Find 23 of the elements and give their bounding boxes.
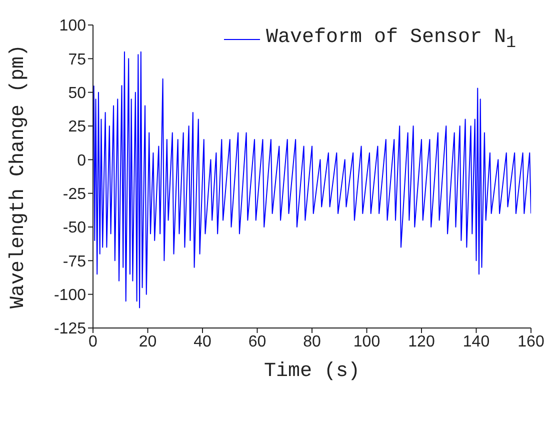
y-tick-label: 25	[68, 118, 86, 136]
x-tick-label: 120	[408, 333, 435, 350]
y-tick-label: -75	[62, 253, 86, 270]
line-series	[93, 51, 531, 308]
x-tick-label: 160	[518, 333, 544, 350]
y-tick-label: -125	[54, 320, 86, 338]
x-tick-label: 100	[353, 333, 380, 350]
y-tick-label: 0	[77, 152, 86, 170]
x-tick-label: 60	[248, 333, 266, 350]
y-axis-title: Wavelength Change (pm)	[7, 44, 30, 309]
x-tick-label: 140	[462, 333, 490, 350]
x-tick-label: 0	[88, 333, 98, 350]
y-tick-label: -50	[62, 220, 86, 237]
x-tick-label: 40	[194, 333, 212, 350]
x-tick-label: 20	[138, 333, 157, 350]
legend-label: Waveform of Sensor N$_{1}$	[266, 26, 516, 53]
y-tick-label: 100	[59, 18, 86, 35]
y-tick-label: 50	[68, 85, 86, 102]
y-tick-label: -25	[62, 186, 86, 204]
y-tick-label: -100	[54, 287, 86, 304]
y-tick-label: 75	[68, 51, 86, 68]
x-axis-title: Time (s)	[264, 360, 360, 383]
x-tick-label: 80	[303, 333, 321, 350]
